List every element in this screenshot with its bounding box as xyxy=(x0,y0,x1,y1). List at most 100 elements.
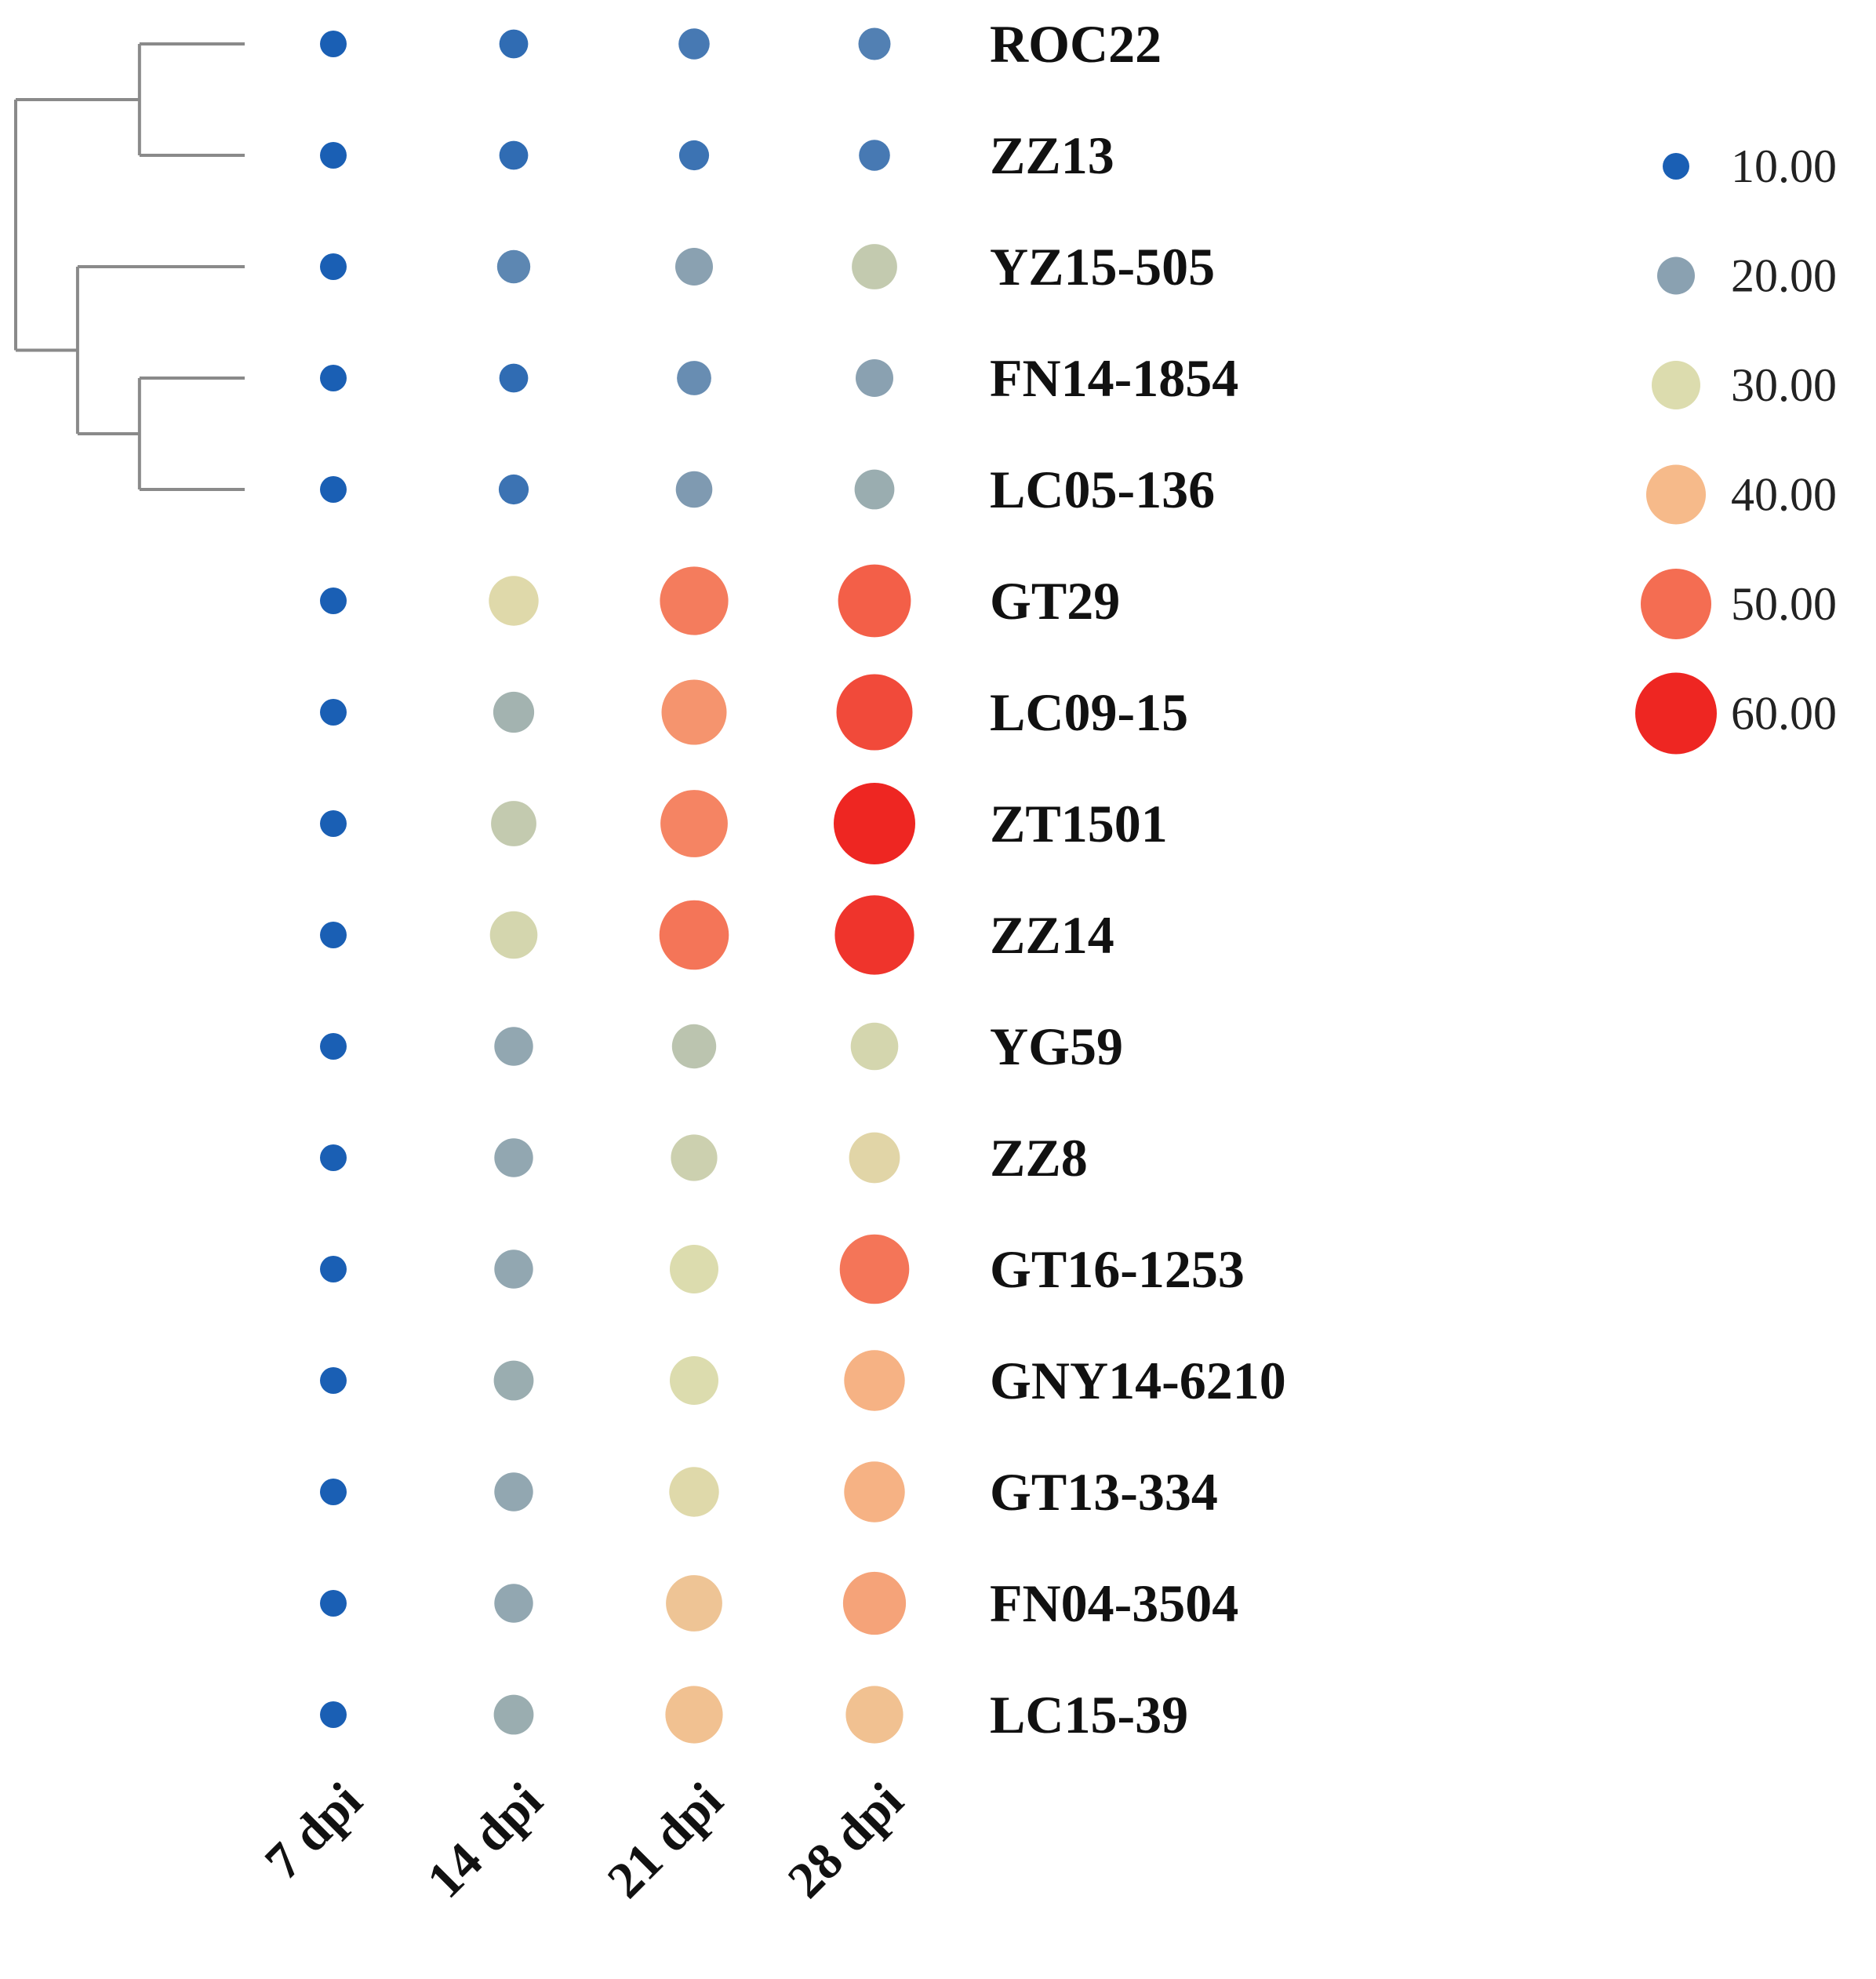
bubble-lc09-15-28-dpi xyxy=(836,674,913,751)
column-label-7-dpi: 7 dpi xyxy=(254,1772,373,1890)
legend-swatch-30-00 xyxy=(1652,361,1700,409)
bubble-lc15-39-21-dpi xyxy=(665,1686,723,1744)
legend-label-30-00: 30.00 xyxy=(1731,359,1837,411)
bubble-yg59-14-dpi xyxy=(494,1027,533,1066)
bubble-gt29-14-dpi xyxy=(489,576,539,626)
bubble-zt1501-21-dpi xyxy=(660,790,728,857)
row-label-fn14-1854: FN14-1854 xyxy=(990,348,1238,408)
bubble-yg59-21-dpi xyxy=(671,1024,717,1069)
row-label-fn04-3504: FN04-3504 xyxy=(990,1573,1238,1633)
bubble-lc05-136-28-dpi xyxy=(854,469,895,510)
row-labels: ROC22 ZZ13 YZ15-505 FN14-1854 LC05-136 GT29 LC… xyxy=(990,14,1286,1744)
bubble-roc22-21-dpi xyxy=(678,28,710,60)
legend-label-10-00: 10.00 xyxy=(1731,140,1837,192)
row-label-zz8: ZZ8 xyxy=(990,1128,1088,1188)
bubble-zt1501-7-dpi xyxy=(320,810,347,837)
bubble-zz13-21-dpi xyxy=(678,140,710,171)
bubble-zz8-21-dpi xyxy=(671,1134,718,1181)
bubble-gt16-1253-7-dpi xyxy=(320,1256,347,1282)
bubble-roc22-14-dpi xyxy=(499,29,529,59)
bubble-gny14-6210-7-dpi xyxy=(320,1367,347,1394)
column-label-21-dpi: 21 dpi xyxy=(597,1772,734,1909)
row-label-roc22: ROC22 xyxy=(990,14,1162,74)
bubble-grid xyxy=(320,27,915,1744)
row-label-zt1501: ZT1501 xyxy=(990,794,1168,853)
bubble-gt13-334-7-dpi xyxy=(320,1479,347,1505)
bubble-gny14-6210-21-dpi xyxy=(670,1356,718,1405)
row-label-zz14: ZZ14 xyxy=(990,905,1114,965)
bubble-fn04-3504-7-dpi xyxy=(320,1590,347,1617)
row-label-gny14-6210: GNY14-6210 xyxy=(990,1351,1286,1410)
bubble-yg59-28-dpi xyxy=(850,1022,899,1071)
bubble-lc09-15-21-dpi xyxy=(661,679,727,745)
bubble-zz13-7-dpi xyxy=(320,142,347,169)
bubble-fn14-1854-14-dpi xyxy=(499,363,529,393)
bubble-zz14-21-dpi xyxy=(659,900,729,970)
bubble-lc15-39-7-dpi xyxy=(320,1701,347,1728)
bubble-zz14-28-dpi xyxy=(834,895,914,975)
bubble-gt16-1253-28-dpi xyxy=(839,1234,910,1304)
bubble-lc09-15-14-dpi xyxy=(493,691,535,733)
row-label-lc05-136: LC05-136 xyxy=(990,460,1215,519)
bubble-roc22-7-dpi xyxy=(320,31,347,57)
bubble-fn04-3504-21-dpi xyxy=(666,1575,722,1632)
bubble-gt16-1253-14-dpi xyxy=(494,1250,533,1289)
column-label-28-dpi: 28 dpi xyxy=(777,1772,914,1909)
legend-label-20-00: 20.00 xyxy=(1731,250,1837,302)
bubble-gt13-334-14-dpi xyxy=(494,1472,533,1512)
bubble-fn14-1854-21-dpi xyxy=(677,361,711,395)
bubble-gt29-28-dpi xyxy=(838,564,911,638)
dendrogram xyxy=(14,42,245,491)
row-label-yg59: YG59 xyxy=(990,1017,1123,1076)
legend-swatch-40-00 xyxy=(1646,464,1706,525)
row-label-lc15-39: LC15-39 xyxy=(990,1685,1188,1744)
bubble-gny14-6210-28-dpi xyxy=(844,1350,905,1411)
bubble-zt1501-28-dpi xyxy=(834,783,915,864)
row-label-lc09-15: LC09-15 xyxy=(990,682,1188,742)
legend-label-50-00: 50.00 xyxy=(1731,578,1837,630)
bubble-gny14-6210-14-dpi xyxy=(493,1360,534,1401)
legend-label-40-00: 40.00 xyxy=(1731,469,1837,521)
bubble-zz14-7-dpi xyxy=(320,922,347,948)
row-label-gt29: GT29 xyxy=(990,571,1120,631)
bubble-zz8-7-dpi xyxy=(320,1144,347,1171)
column-labels: 7 dpi 14 dpi 21 dpi 28 dpi xyxy=(254,1772,914,1909)
legend-swatch-20-00 xyxy=(1657,256,1695,295)
bubble-lc15-39-28-dpi xyxy=(845,1686,903,1744)
bubble-zz8-14-dpi xyxy=(494,1138,533,1177)
row-label-gt16-1253: GT16-1253 xyxy=(990,1239,1245,1299)
bubble-roc22-28-dpi xyxy=(858,27,891,60)
bubble-fn04-3504-14-dpi xyxy=(494,1584,533,1623)
bubble-zz8-28-dpi xyxy=(849,1132,900,1184)
bubble-yg59-7-dpi xyxy=(320,1033,347,1060)
bubble-zt1501-14-dpi xyxy=(491,801,536,846)
bubble-zz13-28-dpi xyxy=(859,140,890,171)
bubble-gt29-21-dpi xyxy=(660,566,729,635)
legend-swatch-60-00 xyxy=(1635,672,1717,755)
bubble-lc05-136-7-dpi xyxy=(320,476,347,503)
bubble-lc09-15-7-dpi xyxy=(320,699,347,726)
bubble-zz14-14-dpi xyxy=(489,911,538,959)
row-label-yz15-505: YZ15-505 xyxy=(990,237,1215,296)
bubble-gt13-334-21-dpi xyxy=(669,1467,719,1517)
legend-label-60-00: 60.00 xyxy=(1731,688,1837,740)
legend: 10.00 20.00 30.00 40.00 50.00 60.00 xyxy=(1635,140,1837,755)
bubble-yz15-505-7-dpi xyxy=(320,253,347,280)
legend-swatch-50-00 xyxy=(1641,569,1711,639)
bubble-lc05-136-21-dpi xyxy=(675,471,713,508)
bubble-lc15-39-14-dpi xyxy=(493,1694,534,1735)
bubble-zz13-14-dpi xyxy=(499,140,529,170)
bubble-yz15-505-14-dpi xyxy=(496,249,531,284)
bubble-fn04-3504-28-dpi xyxy=(842,1571,907,1635)
row-label-zz13: ZZ13 xyxy=(990,126,1114,185)
row-label-gt13-334: GT13-334 xyxy=(990,1462,1218,1522)
bubble-yz15-505-28-dpi xyxy=(852,244,897,289)
bubble-gt13-334-28-dpi xyxy=(844,1461,905,1522)
bubble-gt16-1253-21-dpi xyxy=(670,1245,718,1293)
column-label-14-dpi: 14 dpi xyxy=(416,1772,554,1909)
bubble-fn14-1854-28-dpi xyxy=(856,359,893,397)
bubble-gt29-7-dpi xyxy=(320,588,347,614)
legend-swatch-10-00 xyxy=(1663,153,1689,180)
bubble-lc05-136-14-dpi xyxy=(498,474,529,505)
